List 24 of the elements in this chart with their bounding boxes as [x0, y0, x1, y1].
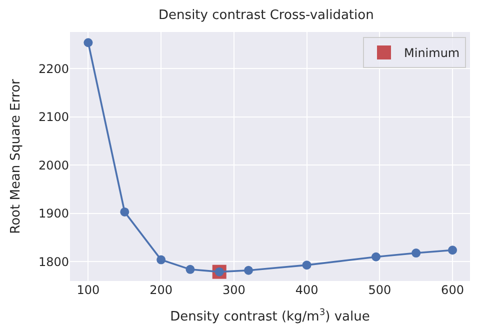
x-tick-label: 300 — [222, 283, 246, 297]
legend-label: Minimum — [404, 46, 460, 60]
point — [372, 252, 381, 262]
y-axis-title: Root Mean Square Error — [8, 78, 24, 234]
x-axis-title: Density contrast (kg/m$^{3}$) value — [170, 308, 370, 325]
point — [302, 260, 312, 270]
y-tick-label: 2100 — [38, 110, 69, 124]
y-tick-label: 1800 — [38, 254, 69, 269]
point — [156, 255, 166, 264]
x-tick-label: 100 — [76, 283, 100, 297]
x-tick-label: 600 — [441, 283, 464, 297]
point — [84, 38, 93, 48]
x-tick-label: 400 — [295, 283, 318, 297]
point — [244, 266, 254, 275]
point — [120, 207, 130, 216]
y-tick-label: 1900 — [38, 206, 69, 221]
x-tick-label: 500 — [368, 283, 392, 297]
point — [186, 264, 195, 274]
point — [448, 246, 458, 255]
x-tick-label: 200 — [150, 283, 173, 297]
y-tick-label: 2000 — [38, 158, 69, 172]
y-tick-label: 2200 — [38, 62, 69, 76]
point — [412, 248, 421, 258]
chart-title: Density contrast Cross-validation — [158, 8, 374, 24]
